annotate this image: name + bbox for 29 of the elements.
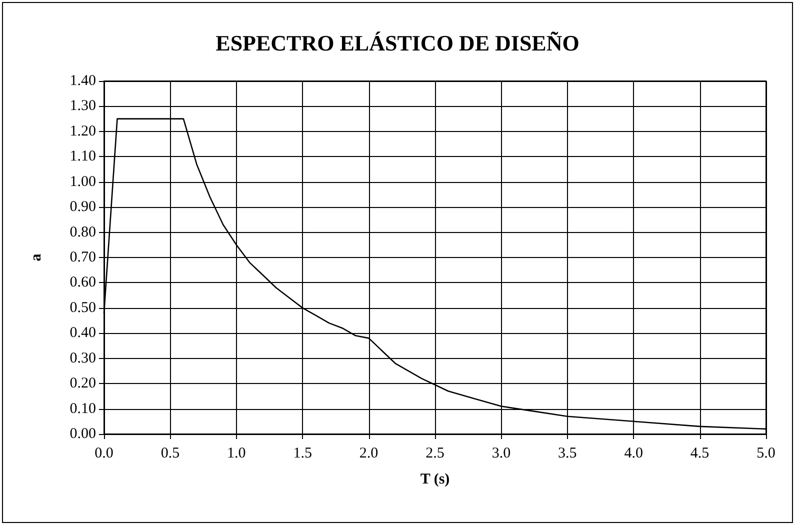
x-tick-label: 1.0 — [227, 446, 246, 462]
y-tick-label: 0.10 — [70, 400, 96, 417]
y-tick-label: 1.40 — [70, 73, 96, 89]
y-tick-label: 0.80 — [70, 224, 96, 240]
x-tick-label: 0.0 — [94, 446, 114, 462]
y-tick-label: 0.70 — [70, 250, 96, 266]
x-tick-label: 4.0 — [624, 446, 643, 462]
y-axis-title: a — [28, 253, 44, 262]
x-axis-title: T (s) — [420, 472, 450, 488]
y-tick-label: 0.20 — [70, 376, 96, 392]
y-tick-label: 1.30 — [70, 98, 96, 114]
x-tick-label: 2.0 — [359, 446, 378, 462]
x-tick-label: 3.0 — [492, 446, 511, 462]
y-tick-label: 0.90 — [70, 199, 96, 216]
x-tick-label: 1.5 — [293, 446, 312, 462]
y-tick-label: 0.40 — [70, 325, 96, 342]
x-tick-label: 2.5 — [426, 446, 444, 462]
y-tick-label: 0.60 — [70, 274, 96, 291]
chart-title: ESPECTRO ELÁSTICO DE DISEÑO — [216, 30, 580, 56]
y-tick-label: 1.10 — [70, 148, 96, 165]
y-tick-label: 0.50 — [70, 300, 96, 316]
y-tick-label: 0.00 — [70, 426, 96, 442]
x-tick-label: 4.5 — [690, 446, 710, 462]
y-tick-label: 0.30 — [70, 350, 96, 366]
x-tick-label: 5.0 — [756, 446, 776, 462]
x-tick-label: 3.5 — [558, 446, 577, 462]
x-tick-label: 0.5 — [160, 446, 180, 462]
y-tick-label: 1.00 — [70, 174, 96, 190]
y-tick-label: 1.20 — [70, 123, 96, 140]
